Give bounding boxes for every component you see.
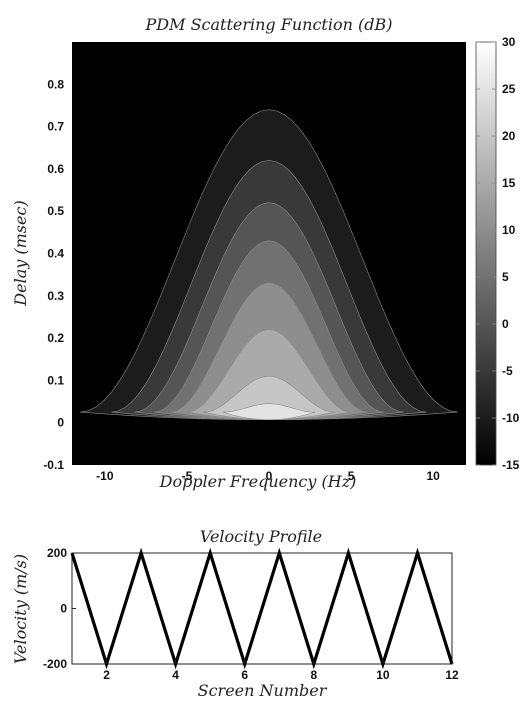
velocity-x-tick: 10 (376, 668, 390, 682)
velocity-y-tick: -200 (43, 657, 67, 671)
velocity-chart: Velocity Profile 200 0 -200 2 4 6 8 10 12 Scree… (11, 527, 459, 700)
velocity-series-line (70, 547, 454, 670)
heatmap-x-tick: 0 (266, 469, 273, 483)
velocity-x-tick: 8 (310, 668, 317, 682)
heatmap-y-tick: 0.2 (47, 331, 64, 345)
heatmap-x-tick: -10 (96, 469, 114, 483)
colorbar-tick-label: 20 (502, 129, 516, 143)
velocity-y-axis-label: Velocity (m/s) (11, 554, 30, 664)
colorbar-tick-label: 5 (502, 270, 509, 284)
colorbar: 30 25 20 15 10 5 0 -5 -10 -15 (475, 35, 520, 472)
velocity-x-tick-labels: 2 4 6 8 10 12 (103, 660, 459, 682)
colorbar-tick-label: 15 (502, 176, 516, 190)
heatmap-y-tick: 0.8 (47, 77, 64, 91)
heatmap-y-tick-labels: -0.1 0 0.1 0.2 0.3 0.4 0.5 0.6 0.7 0.8 (43, 77, 64, 472)
colorbar-tick-label: 25 (502, 82, 516, 96)
heatmap-x-tick: -5 (182, 469, 193, 483)
velocity-x-tick: 2 (103, 668, 110, 682)
colorbar-tick-label: 0 (502, 317, 509, 331)
colorbar-tick-label: -5 (502, 364, 513, 378)
heatmap-y-tick: 0.3 (47, 289, 64, 303)
heatmap-y-tick: 0.5 (47, 204, 64, 218)
heatmap-y-tick: 0.4 (47, 247, 64, 261)
heatmap-y-tick: 0.1 (47, 373, 64, 387)
heatmap-y-tick: 0.6 (47, 162, 64, 176)
heatmap-x-tick-labels: -10 -5 0 5 10 (96, 469, 440, 483)
heatmap-chart: PDM Scattering Function (dB) -0.1 0 0.1 0.2… (11, 15, 466, 491)
heatmap-y-tick: 0.7 (47, 120, 64, 134)
colorbar-gradient (475, 41, 497, 466)
contour-band-7 (203, 375, 335, 421)
heatmap-x-axis-label: Doppler Frequency (Hz) (159, 472, 357, 491)
colorbar-tick-label: 30 (502, 35, 516, 49)
colorbar-tick-label: -10 (502, 411, 520, 425)
heatmap-title: PDM Scattering Function (dB) (145, 15, 393, 34)
velocity-x-axis-label: Screen Number (198, 681, 328, 700)
velocity-x-tick: 4 (172, 668, 179, 682)
velocity-line-layer (70, 547, 454, 670)
colorbar-tick-label: 10 (502, 223, 516, 237)
velocity-title: Velocity Profile (200, 527, 322, 546)
heatmap-y-tick: -0.1 (43, 458, 64, 472)
contour-band-6 (186, 329, 352, 421)
heatmap-x-tick: 10 (426, 469, 440, 483)
heatmap-contours (80, 109, 458, 421)
contour-band-8 (222, 403, 316, 421)
velocity-y-tick: 200 (47, 546, 67, 560)
velocity-y-tick-labels: 200 0 -200 (43, 546, 76, 671)
colorbar-tick-labels: 30 25 20 15 10 5 0 -5 -10 -15 (476, 35, 520, 472)
colorbar-tick-label: -15 (502, 458, 520, 472)
velocity-x-tick: 12 (445, 668, 459, 682)
heatmap-y-axis-label: Delay (msec) (11, 200, 30, 306)
velocity-x-tick: 6 (241, 668, 248, 682)
velocity-y-tick: 0 (60, 602, 67, 616)
heatmap-y-tick: 0 (57, 416, 64, 430)
heatmap-x-tick: 5 (348, 469, 355, 483)
